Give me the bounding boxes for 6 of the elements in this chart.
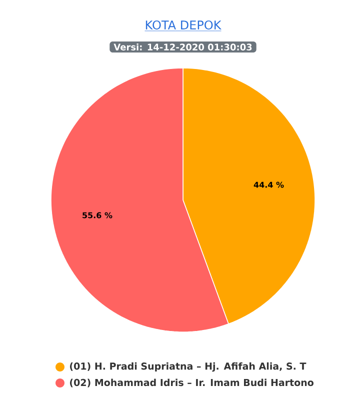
legend-label: (01) H. Pradi Supriatna – Hj. Afifah Alia, S. T (70, 362, 306, 372)
legend-label: (02) Mohammad Idris – Ir. Imam Budi Hartono (70, 378, 314, 388)
chart-subtitle: Versi: 14-12-2020 01:30:03 (114, 44, 252, 50)
data-label: 55.6 % (82, 212, 112, 218)
data-label: 44.4 % (254, 182, 284, 188)
chart-title: KOTA DEPOK (146, 20, 222, 30)
